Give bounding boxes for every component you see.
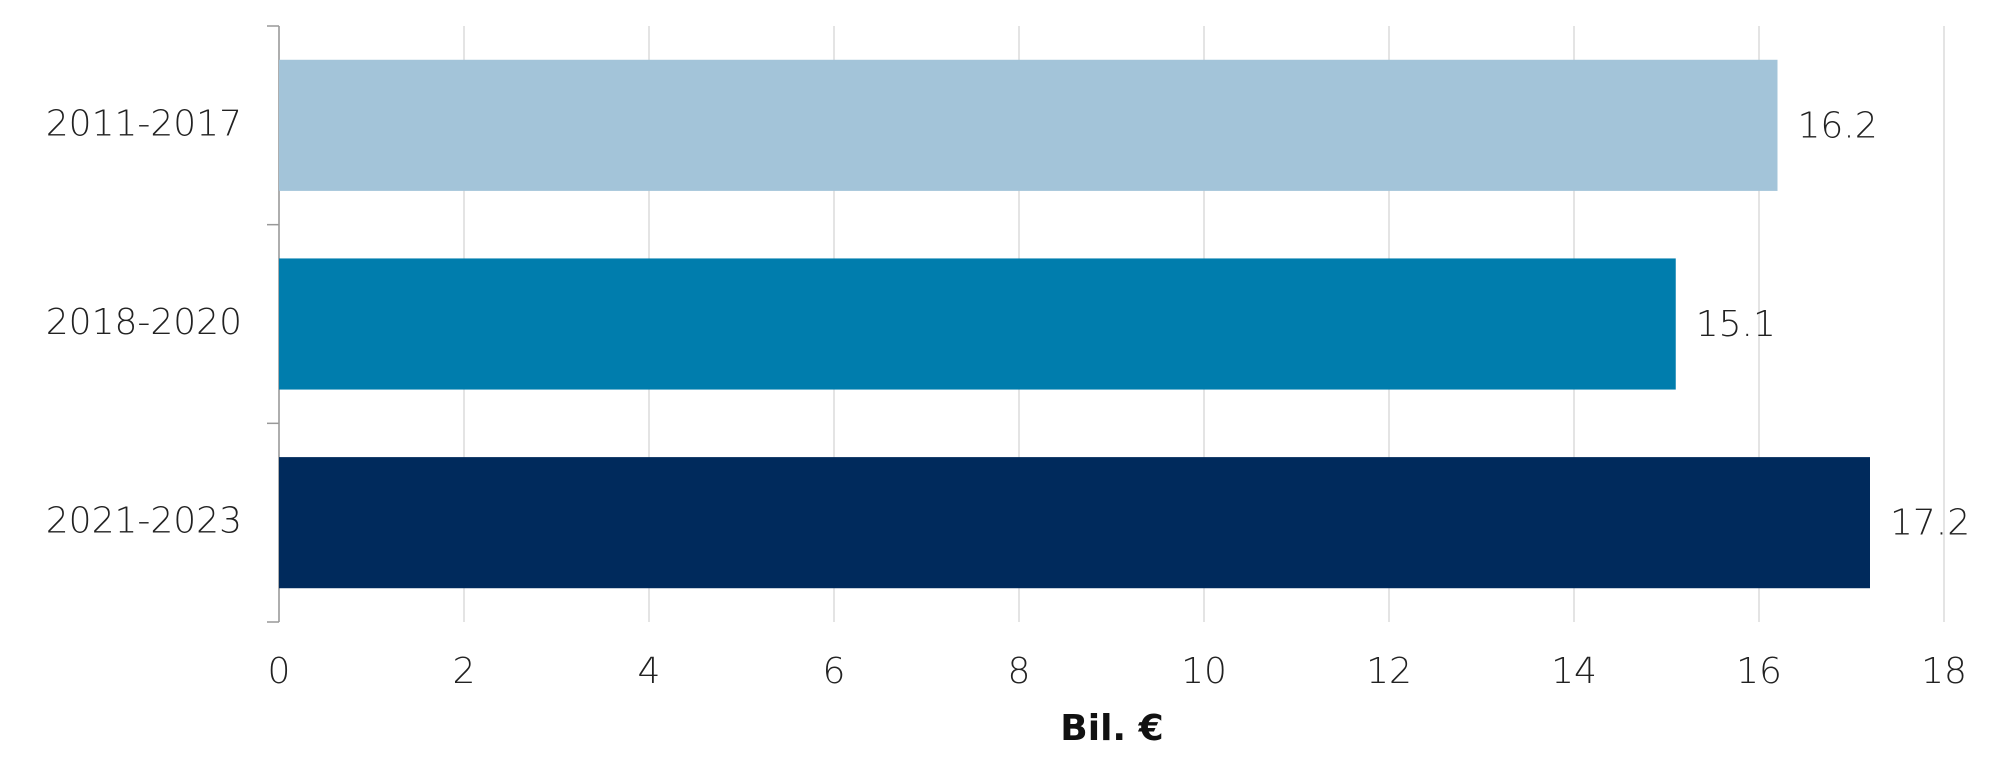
x-tick-label: 12 bbox=[1366, 651, 1412, 692]
value-label: 15.1 bbox=[1696, 304, 1776, 345]
y-tick-label: 2011-2017 bbox=[46, 103, 242, 144]
bar bbox=[279, 258, 1676, 390]
x-tick-label: 8 bbox=[1008, 651, 1031, 692]
x-tick-label: 18 bbox=[1921, 651, 1967, 692]
y-tick-label: 2021-2023 bbox=[46, 501, 242, 542]
value-label: 17.2 bbox=[1890, 503, 1970, 544]
x-tick-label: 14 bbox=[1551, 651, 1597, 692]
bar bbox=[279, 59, 1778, 191]
y-tick-label: 2018-2020 bbox=[46, 302, 242, 343]
bar bbox=[279, 457, 1870, 589]
x-tick-label: 4 bbox=[638, 651, 661, 692]
x-tick-label: 0 bbox=[268, 651, 291, 692]
x-tick-label: 10 bbox=[1181, 651, 1227, 692]
x-tick-label: 16 bbox=[1736, 651, 1782, 692]
x-tick-label: 6 bbox=[823, 651, 846, 692]
x-axis-title: Bil. € bbox=[1060, 708, 1163, 749]
value-label: 16.2 bbox=[1798, 105, 1878, 146]
x-tick-label: 2 bbox=[453, 651, 476, 692]
